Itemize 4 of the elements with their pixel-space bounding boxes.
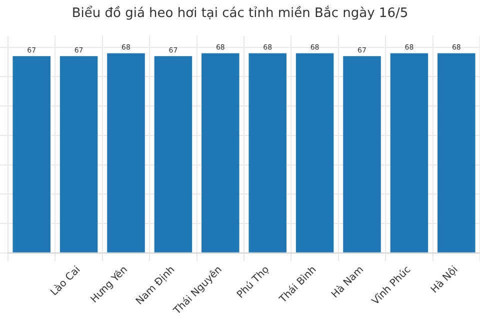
chart-title: Biểu đồ giá heo hơi tại các tỉnh miền Bắc ngày 16/5 [72,5,408,22]
x-tick-label: Phú Thọ [235,264,272,301]
x-tick-label: Hà Nội [429,264,460,296]
x-tick-label: Lào Cai [48,264,83,298]
